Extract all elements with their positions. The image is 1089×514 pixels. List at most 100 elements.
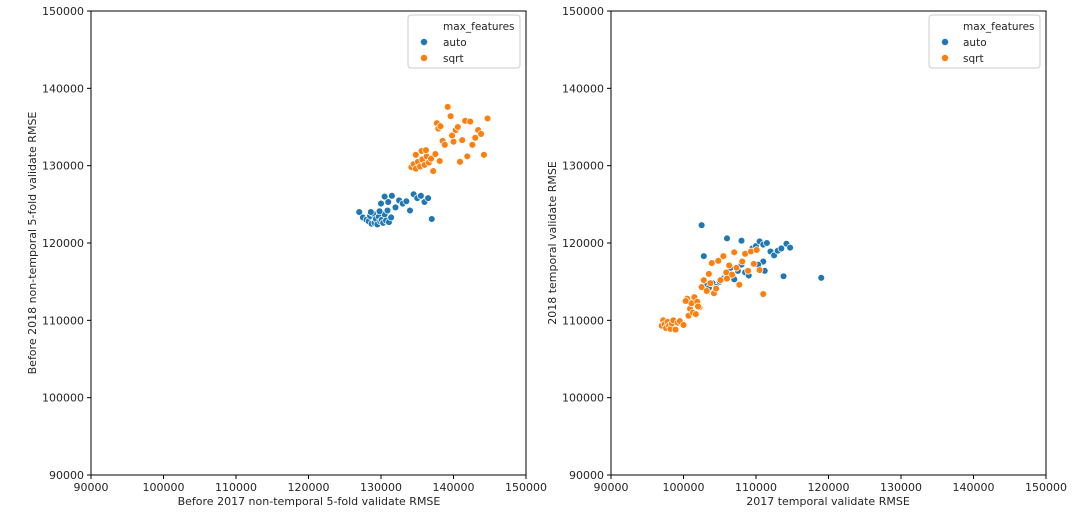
point-sqrt [483, 114, 492, 123]
legend-label-auto-right: auto [963, 37, 987, 49]
point-auto [428, 215, 436, 223]
point-sqrt [702, 287, 711, 295]
point-sqrt [449, 137, 458, 146]
point-auto [377, 199, 385, 208]
point-sqrt [700, 276, 708, 284]
y-tick-label: 100000 [42, 392, 84, 405]
point-auto [417, 192, 425, 200]
point-sqrt [692, 310, 700, 318]
point-auto [380, 192, 389, 201]
point-sqrt [759, 290, 767, 298]
point-auto [387, 213, 395, 222]
legend-label-auto-left: auto [443, 37, 467, 49]
legend-marker-sqrt [941, 54, 949, 62]
point-sqrt [468, 141, 477, 149]
point-sqrt [435, 157, 444, 165]
point-sqrt [705, 270, 713, 278]
y-tick-label: 130000 [42, 160, 84, 173]
legend-label-sqrt-right: sqrt [963, 53, 984, 65]
point-auto [817, 274, 825, 282]
point-sqrt [458, 136, 466, 144]
point-sqrt [463, 152, 472, 161]
point-sqrt [480, 151, 488, 159]
point-auto [763, 239, 771, 247]
point-sqrt [454, 123, 462, 131]
point-sqrt [441, 141, 449, 149]
point-sqrt [694, 302, 702, 311]
x-tick-label: 140000 [953, 481, 995, 494]
point-sqrt [750, 260, 758, 268]
point-auto [383, 206, 392, 215]
point-auto [384, 198, 393, 206]
point-sqrt [752, 246, 761, 254]
legend-box-left [407, 14, 521, 69]
x-tick-label: 150000 [505, 481, 547, 494]
y-tick-label: 90000 [49, 469, 84, 482]
point-sqrt [712, 284, 720, 293]
point-sqrt [755, 266, 764, 274]
point-auto [700, 252, 708, 260]
legend-marker-auto [941, 38, 949, 46]
point-sqrt [723, 274, 731, 283]
plot-frame-left [90, 10, 527, 476]
y-tick-label: 110000 [42, 314, 84, 327]
point-sqrt [697, 283, 706, 291]
y-tick-label: 100000 [562, 392, 604, 405]
point-auto [779, 272, 788, 281]
y-tick-label: 120000 [562, 237, 604, 250]
point-sqrt [738, 257, 746, 266]
point-sqrt [443, 103, 452, 111]
point-sqrt [671, 325, 680, 334]
y-tick-label: 130000 [562, 160, 604, 173]
legend-title-left: max_features [443, 21, 515, 33]
point-sqrt [714, 257, 723, 265]
x-tick-label: 110000 [735, 481, 777, 494]
x-tick-label: 120000 [288, 481, 330, 494]
x-tick-label: 110000 [215, 481, 257, 494]
point-sqrt [735, 281, 744, 289]
legend-title-right: max_features [963, 21, 1035, 33]
point-sqrt [456, 158, 464, 166]
point-sqrt [427, 154, 435, 163]
point-sqrt [706, 279, 715, 287]
y-tick-label: 140000 [42, 82, 84, 95]
point-sqrt [725, 261, 733, 270]
point-sqrt [477, 130, 485, 138]
point-sqrt [679, 321, 688, 329]
point-sqrt [728, 270, 736, 279]
point-auto [786, 243, 794, 252]
point-sqrt [716, 276, 725, 284]
y-axis-label-left: Before 2018 non-temporal 5-fold validate… [26, 112, 39, 375]
x-tick-label: 100000 [143, 481, 185, 494]
point-sqrt [471, 134, 480, 142]
plot-frame-right [610, 10, 1047, 476]
x-tick-label: 90000 [74, 481, 109, 494]
y-tick-label: 90000 [569, 469, 604, 482]
point-auto [406, 206, 414, 215]
legend-marker-sqrt [420, 54, 428, 62]
point-auto [723, 234, 731, 243]
x-tick-label: 140000 [433, 481, 475, 494]
x-tick-label: 100000 [663, 481, 705, 494]
point-sqrt [412, 151, 420, 159]
point-sqrt [448, 131, 456, 140]
y-tick-label: 140000 [562, 82, 604, 95]
point-sqrt [719, 252, 728, 260]
point-auto [367, 208, 375, 216]
y-axis-label-right: 2018 temporal validate RMSE [546, 161, 559, 325]
point-auto [697, 221, 706, 229]
point-sqrt [732, 263, 741, 272]
y-tick-label: 110000 [562, 314, 604, 327]
x-axis-label-right: 2017 temporal validate RMSE [746, 495, 910, 508]
point-sqrt [429, 167, 437, 175]
point-sqrt [446, 112, 455, 120]
point-auto [375, 207, 384, 216]
point-sqrt [431, 150, 440, 158]
point-auto [355, 208, 364, 216]
x-tick-label: 150000 [1025, 481, 1067, 494]
point-auto [388, 192, 396, 200]
point-sqrt [422, 146, 430, 154]
point-sqrt [744, 267, 752, 275]
point-auto [777, 244, 786, 253]
